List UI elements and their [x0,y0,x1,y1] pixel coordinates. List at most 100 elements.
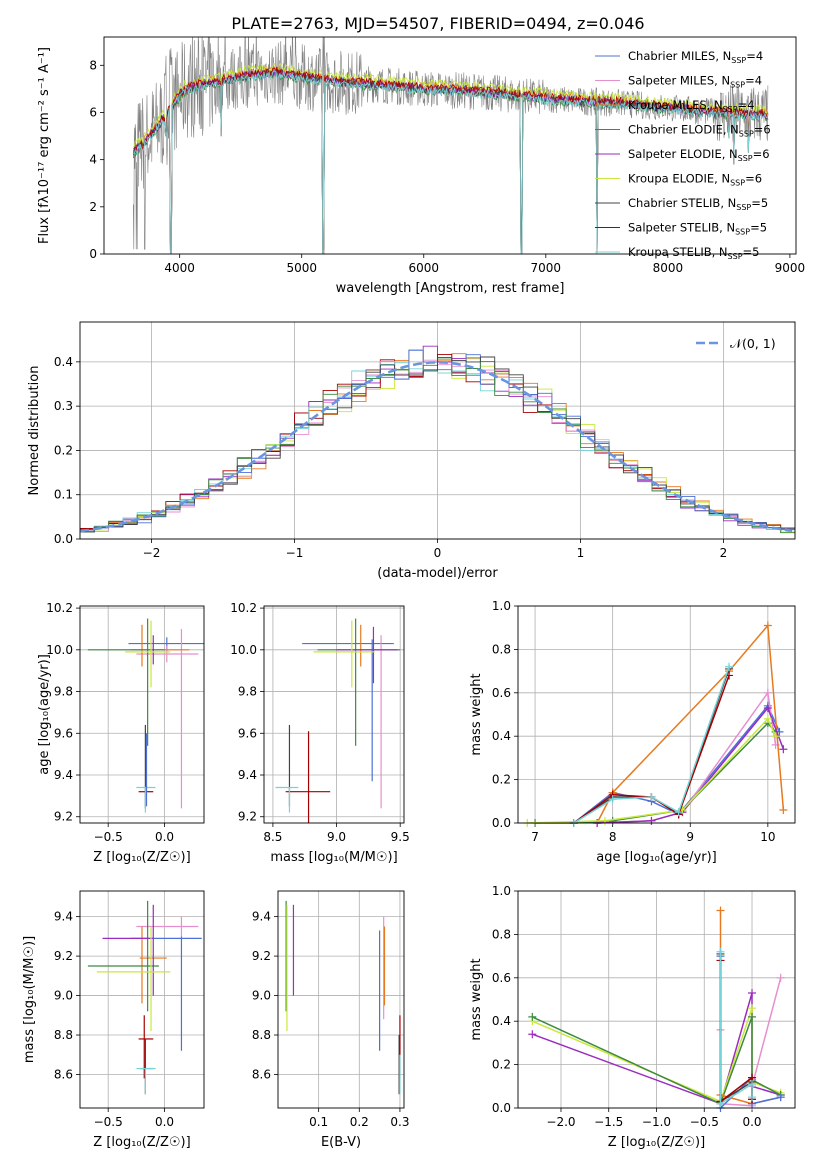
x-tick-label: 9 [686,830,694,844]
axes-frame [79,890,205,1109]
x-tick-label: 0.1 [309,1115,328,1129]
axes-frame [103,36,797,255]
weight-point-marker [748,1004,757,1013]
weight-point-marker [748,988,757,997]
legend-label: Kroupa ELODIE, NSSP=6 [628,172,762,188]
z-age-panel: −0.5 0.0 9.2 9.4 9.6 9.8 10.0 10.2 Z [log₁₀(Z/Z☉… [37,601,205,865]
errorbar [136,645,199,663]
x-tick-label: 0 [434,546,442,560]
age-weight-panel: 7 8 9 10 0.0 0.2 0.4 0.6 0.8 1.0 age [log₁₀(age/yr… [469,599,796,865]
x-axis-label: mass [log₁₀(M/M☉)] [270,850,397,865]
weight-point-marker [763,714,772,723]
y-axis-label: Flux [fλ10⁻¹⁷ erg cm⁻² s⁻¹ A⁻¹] [37,47,52,244]
weight-point-marker [748,1080,757,1089]
weight-point-marker [608,795,617,804]
x-axis-label: Z [log₁₀(Z/Z☉)] [93,1135,190,1150]
weight-point-marker [716,906,725,915]
axes-frame [79,605,205,824]
x-axis-label: Z [log₁₀(Z/Z☉)] [608,1135,705,1150]
y-axis-label: mass weight [469,673,484,755]
y-tick-label: 1.0 [492,884,511,898]
z-mass-panel: −0.5 0.0 8.6 8.8 9.0 9.2 9.4 Z [log₁₀(Z/Z☉)] mas… [22,890,205,1150]
grid [264,606,404,823]
ticks: 0.1 0.2 0.3 8.6 8.8 9.0 9.2 9.4 [252,910,410,1129]
y-tick-label: 10.2 [46,601,73,615]
legend-label: Chabrier STELIB, NSSP=5 [628,196,768,212]
y-tick-label: 9.0 [252,989,271,1003]
errorbars [87,618,204,813]
y-tick-label: 0.6 [492,686,511,700]
weight-series-line [719,951,753,1106]
y-tick-label: 9.8 [238,685,257,699]
weight-point-marker [748,1012,757,1021]
mass-age-panel: 8.5 9.0 9.5 9.2 9.4 9.6 9.8 10.0 10.2 mass [log₁₀… [230,601,409,865]
x-tick-label: −0.5 [94,830,123,844]
legend-label: Chabrier ELODIE, NSSP=6 [628,123,771,139]
x-tick-label: −0.5 [690,1115,719,1129]
x-tick-label: 10 [760,830,775,844]
x-tick-label: 8000 [653,261,684,275]
axes-frame [263,605,405,824]
legend-label: Chabrier MILES, NSSP=4 [628,49,763,65]
y-tick-label: 0.8 [492,642,511,656]
weight-point-marker [763,688,772,697]
ticks: 4000 5000 6000 7000 8000 9000 0 2 4 6 8 [89,58,805,275]
grid [518,890,795,1109]
x-tick-label: 9.5 [391,830,410,844]
legend-label: Salpeter STELIB, NSSP=5 [628,221,767,237]
y-tick-label: 10.0 [46,643,73,657]
errorbars [285,900,401,1095]
y-tick-label: 9.2 [54,810,73,824]
errorbar [125,620,171,688]
y-tick-label: 9.4 [252,910,271,924]
errorbar [317,618,401,746]
y-tick-label: 0.0 [492,816,511,830]
x-tick-label: 0.0 [155,1115,174,1129]
histogram-step [80,356,795,533]
x-tick-label: 5000 [286,261,317,275]
x-tick-label: 7 [531,830,539,844]
y-tick-label: 2 [89,200,97,214]
weight-point-marker [779,805,788,814]
errorbar [336,626,398,684]
weight-lines [523,621,788,827]
model-spectrum-line [133,66,769,254]
spectrum-lines [132,37,769,254]
axes-frame [517,890,796,1109]
weight-point-marker [647,792,656,801]
errorbar [139,1038,154,1095]
x-tick-label: −1.5 [594,1115,623,1129]
residuals-panel: −2 −1 0 1 2 0.0 0.1 0.2 0.3 0.4 (data-model)/error… [27,321,796,581]
y-tick-label: 0.1 [54,488,73,502]
grid [278,891,404,1108]
legend-label: Salpeter MILES, NSSP=4 [628,74,762,90]
x-tick-label: 9000 [775,261,806,275]
histograms [80,345,795,536]
y-tick-label: 0.8 [492,927,511,941]
legend-label: 𝒩(0, 1) [730,336,776,351]
y-tick-label: 10.2 [230,601,257,615]
weight-series-line [597,690,777,824]
errorbar [102,904,154,996]
z-weight-panel: −2.0 −1.5 −1.0 −0.5 0.0 0.0 0.2 0.4 0.6 0.8 1.0 Z [… [469,884,796,1150]
y-tick-label: 0 [89,247,97,261]
y-tick-label: 9.6 [54,726,73,740]
weight-point-marker [716,1099,725,1108]
x-axis-label: E(B-V) [321,1135,361,1150]
weight-point-marker [776,973,785,982]
x-tick-label: 6000 [408,261,439,275]
y-tick-label: 9.6 [238,726,257,740]
model-spectrum-line [133,61,769,254]
y-axis-label: mass weight [469,958,484,1040]
grid [518,605,795,824]
ticks: −0.5 0.0 8.6 8.8 9.0 9.2 9.4 [54,910,174,1129]
x-tick-label: 9.0 [327,830,346,844]
y-tick-label: 9.2 [238,810,257,824]
x-tick-label: 8.5 [263,830,282,844]
legend-label: Kroupa STELIB, NSSP=5 [628,245,759,261]
weight-point-marker [647,816,656,825]
x-tick-label: −1 [286,546,304,560]
y-tick-label: 8.8 [252,1028,271,1042]
errorbar [87,618,165,746]
